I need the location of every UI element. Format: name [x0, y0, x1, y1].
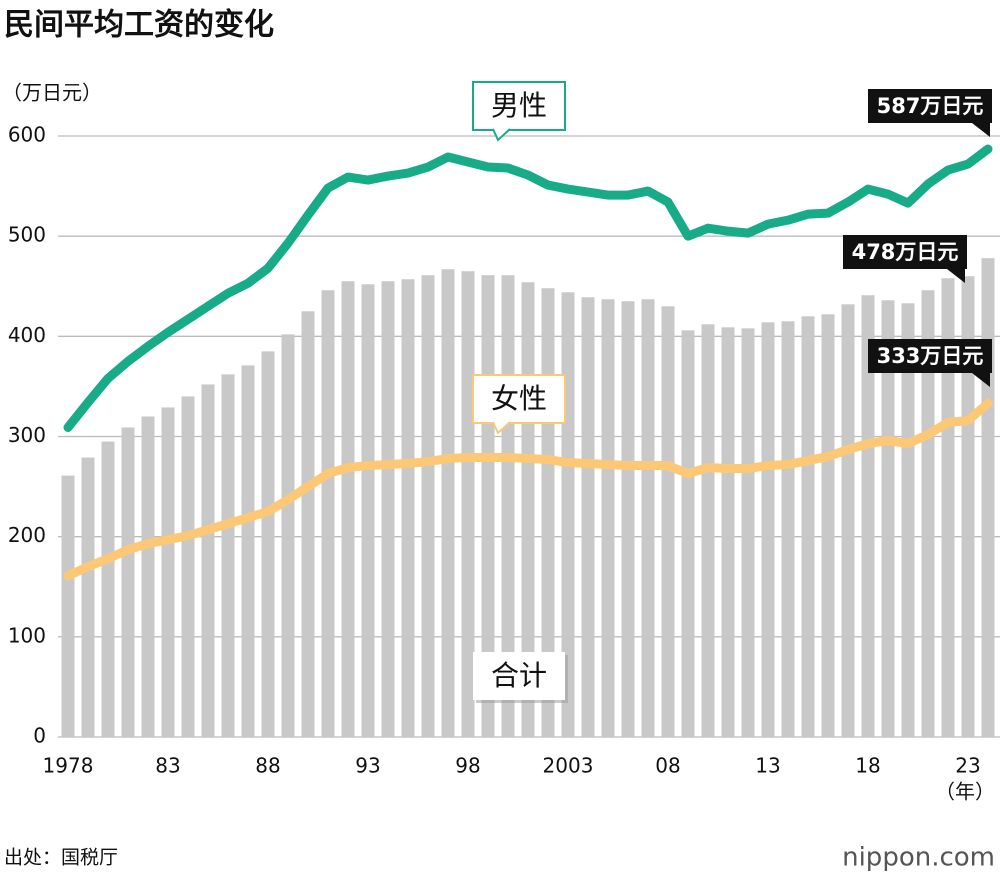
bar: [221, 374, 235, 737]
bar: [441, 269, 455, 737]
value-label: 478万日元: [852, 240, 959, 264]
y-tick-label: 400: [8, 323, 46, 347]
bar: [181, 396, 195, 737]
bar: [741, 328, 755, 737]
bar: [981, 258, 995, 737]
series-label: 女性: [491, 382, 547, 415]
x-tick-label: 93: [355, 754, 380, 778]
label-box: [472, 81, 566, 131]
value-label-box: [868, 89, 992, 123]
chart-title: 民间平均工资的变化: [4, 8, 274, 43]
bar: [421, 275, 435, 737]
value-label: 587万日元: [877, 94, 984, 118]
bar: [161, 407, 175, 737]
label-box: [472, 374, 566, 424]
x-tick-label: 08: [655, 754, 680, 778]
value-label-box: [868, 339, 992, 373]
value-label-box: [843, 235, 967, 269]
bar: [361, 284, 375, 737]
y-tick-label: 500: [8, 223, 46, 247]
bar: [201, 384, 215, 737]
y-tick-label: 600: [8, 123, 46, 147]
bar: [601, 299, 615, 737]
x-tick-label: 23: [955, 754, 980, 778]
bar: [301, 311, 315, 737]
x-tick-label: 2003: [543, 754, 594, 778]
bar: [461, 271, 475, 737]
line: [63, 398, 993, 581]
bar: [281, 334, 295, 737]
series-label: 合计: [491, 659, 547, 692]
bar: [401, 279, 415, 737]
bar: [381, 281, 395, 737]
bar: [641, 299, 655, 737]
y-unit: （万日元）: [2, 81, 102, 105]
x-unit: （年）: [935, 780, 995, 804]
bar: [101, 441, 115, 737]
bar: [61, 475, 75, 737]
bar: [881, 300, 895, 737]
line: [63, 144, 993, 432]
bar: [261, 351, 275, 737]
logo: nippon.com: [842, 843, 995, 873]
bar: [761, 322, 775, 737]
x-tick-label: 98: [455, 754, 480, 778]
bar: [321, 290, 335, 737]
bar: [681, 330, 695, 737]
bar: [781, 321, 795, 737]
y-tick-label: 200: [8, 523, 46, 547]
bar: [861, 295, 875, 737]
value-label-pointer: [972, 373, 990, 387]
bar: [661, 306, 675, 737]
x-tick-label: 83: [155, 754, 180, 778]
bar: [241, 365, 255, 737]
y-tick-label: 300: [8, 423, 46, 447]
x-tick-label: 88: [255, 754, 280, 778]
y-tick-label: 0: [33, 724, 46, 748]
label-pointer: [492, 421, 511, 435]
value-label-pointer: [947, 269, 965, 283]
bar: [141, 416, 155, 737]
source: 出处：国税厅: [4, 847, 118, 869]
x-tick-label: 1978: [43, 754, 94, 778]
bar: [801, 316, 815, 737]
bar: [81, 457, 95, 737]
bar: [961, 276, 975, 737]
bar: [581, 297, 595, 737]
bar: [341, 281, 355, 737]
bar: [701, 324, 715, 737]
bar: [621, 301, 635, 737]
label-pointer: [492, 128, 511, 142]
x-tick-label: 18: [855, 754, 880, 778]
y-tick-label: 100: [8, 623, 46, 647]
bar: [721, 327, 735, 737]
x-tick-label: 13: [755, 754, 780, 778]
bar: [941, 278, 955, 737]
bar: [841, 304, 855, 737]
bar: [921, 290, 935, 737]
series-label: 男性: [491, 89, 547, 122]
value-label: 333万日元: [877, 344, 984, 368]
bar: [821, 314, 835, 737]
bar: [121, 427, 135, 737]
label-box: [473, 652, 565, 700]
value-label-pointer: [972, 123, 990, 137]
bar: [901, 303, 915, 737]
